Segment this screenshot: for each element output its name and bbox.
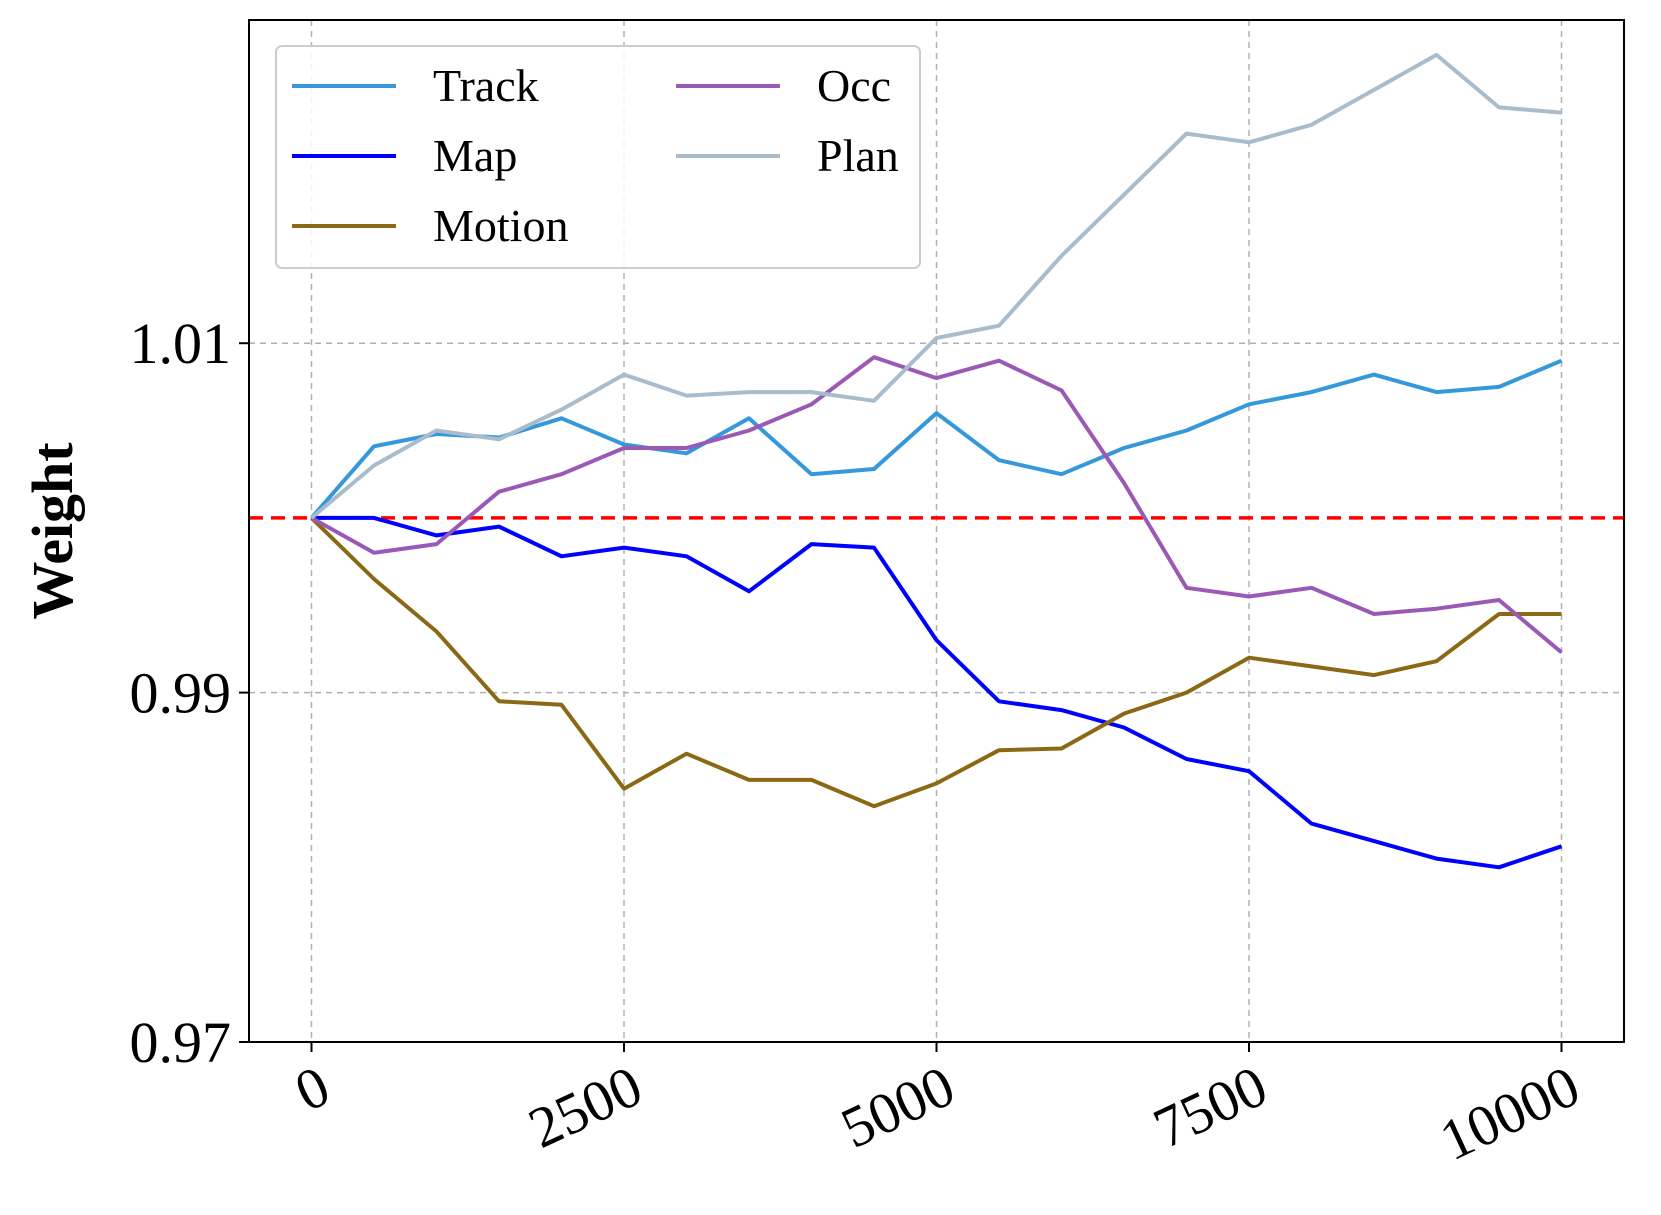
series-line-map [311, 515, 1563, 870]
legend-label-track: Track [433, 60, 539, 111]
series-group [309, 52, 1563, 870]
legend-label-map: Map [433, 130, 517, 181]
legend: Track Map Motion Occ Plan [275, 45, 921, 269]
legend-box [275, 45, 921, 269]
legend-label-motion: Motion [433, 200, 568, 251]
series-line-plan [310, 52, 1562, 520]
series-line-occ [310, 355, 1563, 654]
y-tick-label: 0.97 [130, 1010, 232, 1075]
legend-label-plan: Plan [817, 130, 899, 181]
y-tick-label: 0.99 [130, 661, 232, 726]
y-tick-label: 1.01 [130, 311, 232, 376]
y-axis-label: Weight [20, 442, 85, 620]
series-line-motion [310, 516, 1562, 809]
legend-label-occ: Occ [817, 60, 891, 111]
